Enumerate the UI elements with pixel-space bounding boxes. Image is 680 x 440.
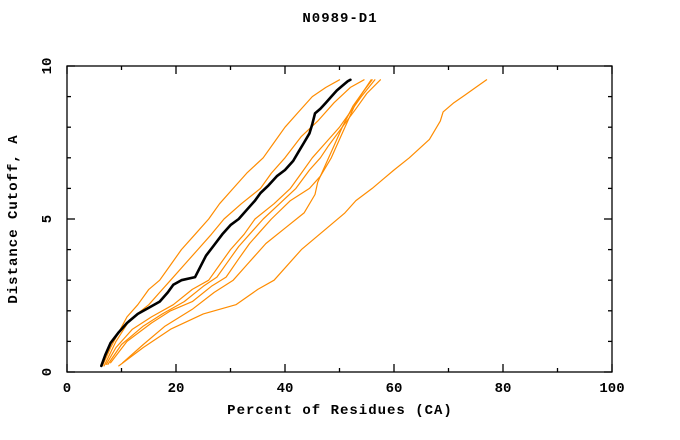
y-tick-label: 5 xyxy=(40,214,56,224)
x-tick-label: 20 xyxy=(167,381,185,397)
x-tick-label: 60 xyxy=(385,381,403,397)
y-axis-title: Distance Cutoff, A xyxy=(6,134,22,304)
y-tick-label: 10 xyxy=(40,57,56,75)
chart-title: N0989-D1 xyxy=(302,11,378,27)
curve-orange-6 xyxy=(121,79,373,364)
curve-orange-1 xyxy=(101,79,341,367)
curve-orange-5 xyxy=(109,79,372,364)
y-tick-label: 0 xyxy=(40,367,56,377)
curve-orange-4 xyxy=(107,79,381,365)
x-tick-label: 40 xyxy=(276,381,294,397)
x-tick-label: 0 xyxy=(62,381,72,397)
curve-orange-2 xyxy=(103,79,365,367)
curve-black-main xyxy=(100,78,352,368)
x-axis-title: Percent of Residues (CA) xyxy=(227,403,453,419)
plot-frame xyxy=(66,65,613,373)
x-tick-label: 100 xyxy=(599,381,625,397)
x-tick-label: 80 xyxy=(494,381,512,397)
curve-orange-7-outlier xyxy=(118,79,488,367)
curve-orange-3 xyxy=(105,79,376,365)
